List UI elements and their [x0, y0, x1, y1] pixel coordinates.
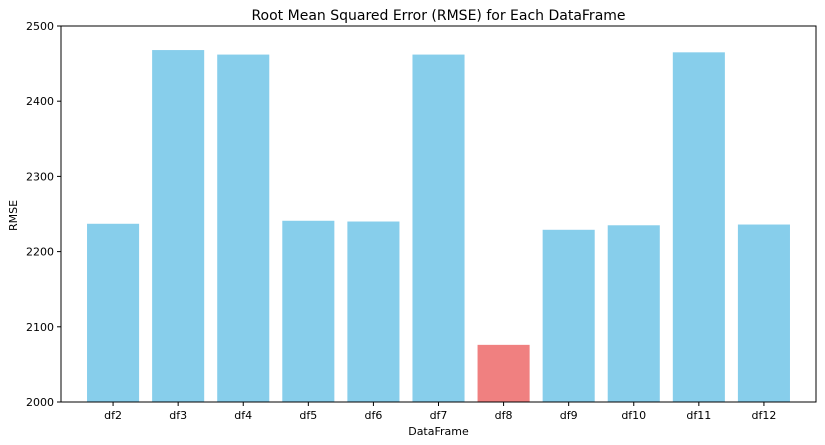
- bar-df2: [87, 223, 140, 402]
- y-tick-label-2500: 2500: [26, 20, 54, 33]
- x-axis-label: DataFrame: [408, 425, 469, 438]
- x-tick-label-df3: df3: [169, 409, 187, 422]
- y-axis-label: RMSE: [7, 200, 20, 231]
- bar-df6: [347, 221, 400, 402]
- x-tick-label-df9: df9: [560, 409, 578, 422]
- x-tick-label-df4: df4: [234, 409, 252, 422]
- x-tick-label-df5: df5: [299, 409, 317, 422]
- x-tick-label-df6: df6: [364, 409, 382, 422]
- y-tick-label-2200: 2200: [26, 246, 54, 259]
- x-tick-label-df11: df11: [686, 409, 711, 422]
- x-tick-label-df2: df2: [104, 409, 122, 422]
- y-tick-label-2400: 2400: [26, 95, 54, 108]
- x-tick-label-df12: df12: [752, 409, 777, 422]
- y-tick-label-2000: 2000: [26, 396, 54, 409]
- x-tick-label-df8: df8: [495, 409, 513, 422]
- bar-df11: [672, 52, 725, 402]
- x-tick-label-df7: df7: [430, 409, 448, 422]
- bar-df3: [152, 50, 205, 403]
- y-tick-label-2100: 2100: [26, 321, 54, 334]
- bars-group: [87, 50, 790, 403]
- bar-df5: [282, 220, 335, 402]
- bar-df12: [737, 224, 790, 402]
- bar-df7: [412, 54, 465, 402]
- bar-df10: [607, 225, 660, 402]
- y-axis: 2000 2100 2200 2300 2400 2500: [26, 20, 61, 409]
- chart-title: Root Mean Squared Error (RMSE) for Each …: [251, 8, 625, 24]
- bar-df4: [217, 54, 270, 402]
- bar-df8: [477, 344, 530, 402]
- x-axis: df2 df3 df4 df5 df6 df7 df8 df9 df10 df11 df12: [104, 402, 776, 422]
- x-tick-label-df10: df10: [621, 409, 646, 422]
- y-tick-label-2300: 2300: [26, 170, 54, 183]
- bar-df9: [542, 229, 595, 402]
